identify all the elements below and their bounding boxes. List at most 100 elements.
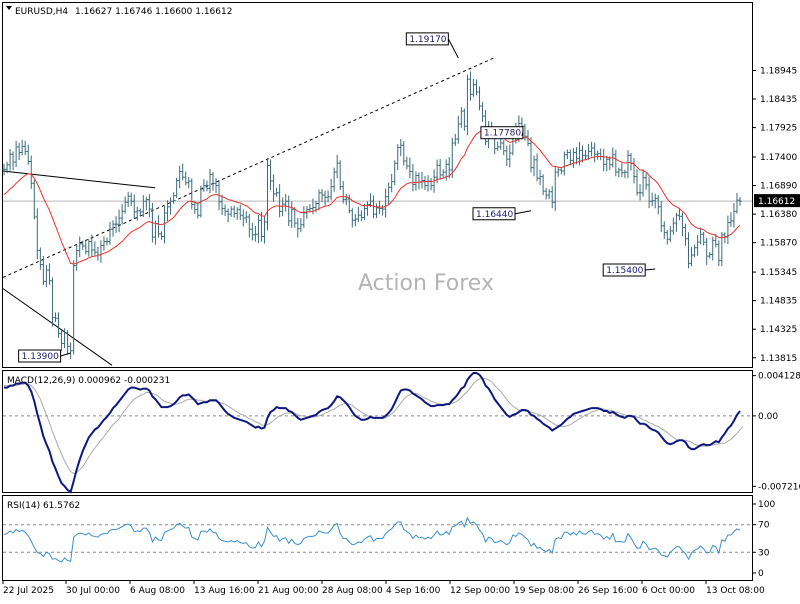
price-level-text: 1.15400 xyxy=(606,266,643,276)
price-bar xyxy=(29,155,33,189)
price-bar xyxy=(414,171,418,191)
price-bar xyxy=(326,190,330,203)
price-bar xyxy=(72,260,76,355)
price-bar xyxy=(132,194,136,220)
price-bar xyxy=(420,171,424,189)
price-bar xyxy=(396,144,400,171)
price-bar xyxy=(408,157,412,178)
price-bar xyxy=(662,221,666,240)
x-axis-label: 19 Sep 08:00 xyxy=(514,586,574,596)
price-bar xyxy=(384,188,388,218)
price-bar xyxy=(559,167,563,175)
price-level-pointer xyxy=(521,132,524,136)
price-bar xyxy=(496,141,500,151)
price-bar xyxy=(353,213,357,227)
price-bar xyxy=(190,178,194,210)
price-bar xyxy=(656,195,660,215)
price-bar xyxy=(702,231,706,246)
price-bar xyxy=(671,217,675,235)
price-bar xyxy=(259,212,263,242)
price-bar xyxy=(217,181,221,211)
current-price-tag xyxy=(754,194,800,208)
price-bar xyxy=(293,207,297,228)
rsi-panel-frame xyxy=(2,495,753,581)
price-bar xyxy=(502,140,506,156)
price-bar xyxy=(680,212,684,237)
price-bar xyxy=(63,328,67,349)
price-bar xyxy=(262,216,266,244)
price-bar xyxy=(417,172,421,190)
price-bar xyxy=(341,181,345,204)
price-level-text: 1.19170 xyxy=(409,35,446,45)
price-bar xyxy=(459,107,463,128)
price-bar xyxy=(587,143,591,160)
price-bar xyxy=(690,247,694,267)
price-level-label: 1.13900 xyxy=(18,349,71,363)
price-y-tick-label: 1.18945 xyxy=(760,66,797,76)
price-bar xyxy=(378,200,382,215)
x-axis-label: 4 Sep 16:00 xyxy=(386,586,441,596)
price-bar xyxy=(317,189,321,211)
price-bar xyxy=(272,174,276,202)
price-bar xyxy=(296,217,300,238)
price-bar xyxy=(105,237,109,246)
price-bar xyxy=(683,223,687,246)
price-bar xyxy=(138,208,142,217)
price-bar xyxy=(335,154,339,179)
price-bar xyxy=(635,169,639,196)
price-bar xyxy=(235,207,239,220)
price-bar xyxy=(129,192,133,207)
price-bar xyxy=(123,196,127,214)
price-bar xyxy=(269,159,273,190)
x-axis-label: 6 Oct 00:00 xyxy=(642,586,695,596)
price-level-label: 1.19170 xyxy=(405,32,459,59)
price-bar xyxy=(211,172,215,191)
price-bar xyxy=(638,184,642,201)
price-bar xyxy=(256,214,260,244)
macd-y-tick-label: 0.004128 xyxy=(758,372,800,382)
current-price-text: 1.16612 xyxy=(758,197,795,207)
rsi-y-tick-label: 30 xyxy=(758,548,770,558)
price-bar xyxy=(281,197,285,217)
rsi-y-tick-label: 0 xyxy=(758,569,764,579)
price-bar xyxy=(244,211,248,224)
price-bar xyxy=(338,160,342,191)
price-bar xyxy=(159,231,163,240)
symbol-dropdown-icon xyxy=(6,6,12,10)
x-axis-label: 30 Jul 00:00 xyxy=(66,586,120,596)
price-bar xyxy=(529,137,533,173)
price-bar xyxy=(38,247,42,270)
price-bar xyxy=(5,161,9,174)
price-bar xyxy=(172,192,176,204)
price-y-tick-label: 1.16890 xyxy=(760,182,797,192)
price-y-tick-label: 1.18435 xyxy=(760,95,797,105)
price-bar xyxy=(75,244,79,271)
price-bar xyxy=(732,203,736,228)
price-bar xyxy=(659,200,663,233)
price-bar xyxy=(332,167,336,192)
price-y-tick-label: 1.15870 xyxy=(760,239,797,249)
price-bar xyxy=(538,169,542,186)
price-bar xyxy=(556,167,560,177)
macd-panel-frame xyxy=(2,370,753,493)
price-level-text: 1.16440 xyxy=(476,210,513,220)
price-bar xyxy=(532,155,536,177)
price-bar xyxy=(156,215,160,238)
price-bar xyxy=(375,203,379,218)
price-bar xyxy=(350,208,354,228)
price-bar xyxy=(565,149,569,160)
price-bar xyxy=(60,330,64,351)
x-axis-label: 13 Oct 08:00 xyxy=(706,586,765,596)
price-bar xyxy=(641,169,645,197)
price-bar xyxy=(568,149,572,166)
rsi-y-tick-label: 100 xyxy=(758,500,775,510)
price-bar xyxy=(147,194,151,218)
price-bar xyxy=(541,174,545,196)
price-bar xyxy=(614,149,618,177)
price-bar xyxy=(550,186,554,209)
price-bar xyxy=(35,208,39,260)
rsi-title: RSI(14) 61.5762 xyxy=(7,501,80,511)
price-bar xyxy=(287,195,291,227)
price-bar xyxy=(11,151,15,171)
price-bar xyxy=(596,150,600,160)
